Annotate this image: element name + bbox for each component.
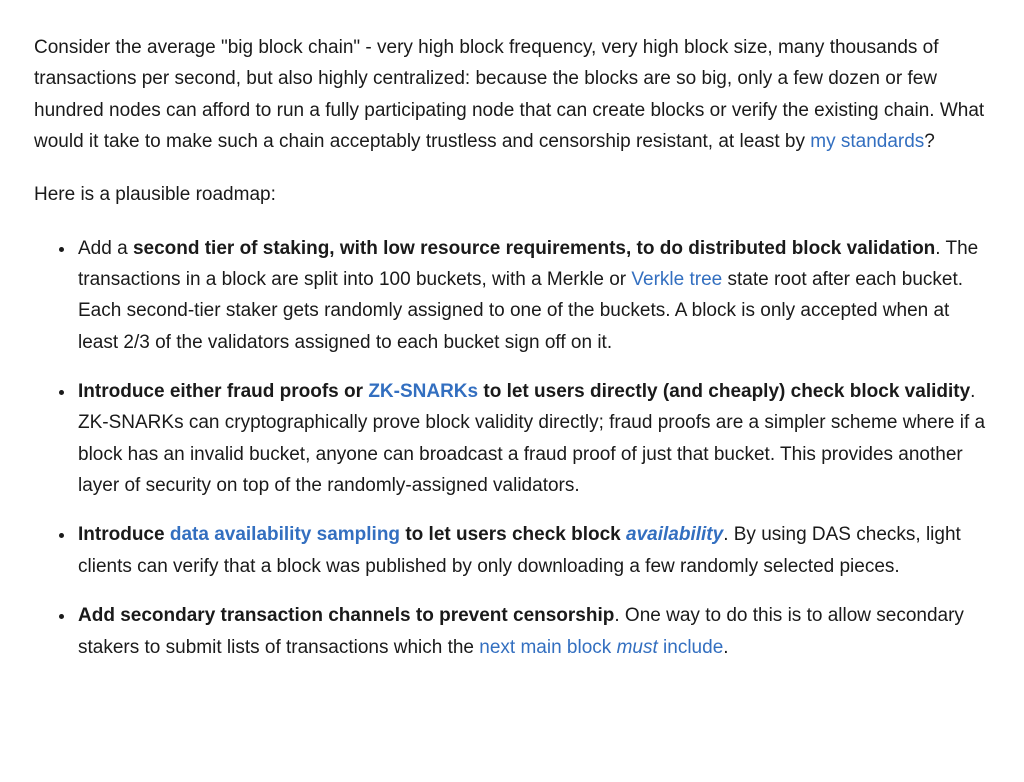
zk-snarks-link[interactable]: ZK-SNARKs	[368, 381, 478, 402]
list-item: Introduce data availability sampling to …	[76, 519, 990, 582]
verkle-tree-link[interactable]: Verkle tree	[631, 269, 722, 290]
bullet3-bold-2: to let users check block	[400, 524, 626, 545]
bullet1-text-1: Add a	[78, 238, 133, 259]
my-standards-link[interactable]: my standards	[810, 131, 924, 152]
bullet2-bold-2: to let users directly (and cheaply) chec…	[478, 381, 970, 402]
list-item: Add secondary transaction channels to pr…	[76, 600, 990, 663]
bullet4-text-2: .	[723, 637, 728, 658]
next-block-link-2[interactable]: include	[658, 637, 724, 658]
roadmap-intro: Here is a plausible roadmap:	[34, 179, 990, 210]
das-link[interactable]: data availability sampling	[170, 524, 400, 545]
bullet3-bold-1: Introduce	[78, 524, 170, 545]
bullet4-bold-1: Add secondary transaction channels to pr…	[78, 605, 614, 626]
roadmap-list: Add a second tier of staking, with low r…	[34, 233, 990, 663]
intro-paragraph: Consider the average "big block chain" -…	[34, 32, 990, 157]
intro-text-after: ?	[924, 131, 935, 152]
bullet2-bold-1: Introduce either fraud proofs or	[78, 381, 368, 402]
list-item: Introduce either fraud proofs or ZK-SNAR…	[76, 376, 990, 501]
list-item: Add a second tier of staking, with low r…	[76, 233, 990, 358]
bullet1-bold-1: second tier of staking, with low resourc…	[133, 238, 935, 259]
next-block-link-1[interactable]: next main block	[479, 637, 616, 658]
availability-link[interactable]: availability	[626, 524, 723, 545]
next-block-link-must[interactable]: must	[617, 637, 658, 658]
